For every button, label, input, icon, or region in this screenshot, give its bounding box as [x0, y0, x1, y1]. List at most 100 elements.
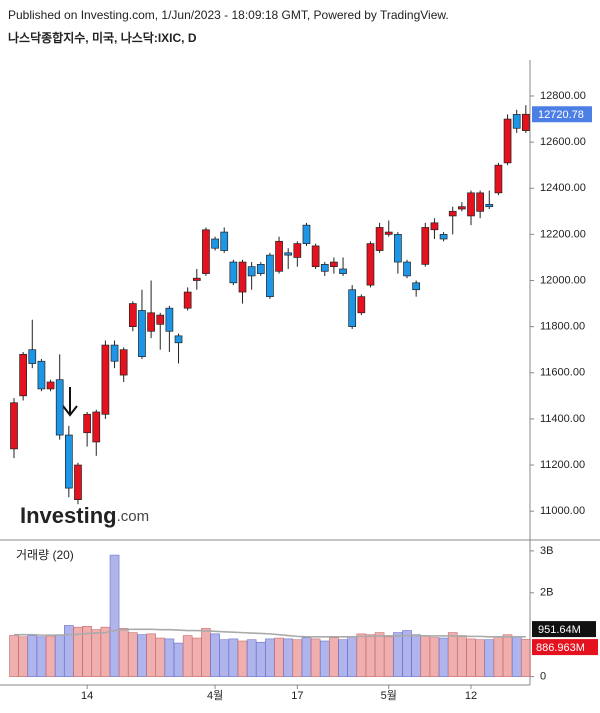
volume-bar	[447, 632, 458, 677]
volume-ma-line	[14, 628, 526, 638]
candle-body	[467, 192, 475, 217]
ma-last-box	[532, 621, 596, 638]
symbol-title: 나스닥종합지수, 미국, 나스닥:IXIC, D	[8, 30, 197, 45]
y-tick-label: 11800.00	[540, 321, 585, 333]
volume-bar	[128, 632, 138, 677]
y-tick-label: 12200.00	[540, 228, 586, 240]
candle-body	[293, 243, 302, 258]
volume-bar	[255, 641, 266, 677]
volume-bar	[246, 639, 257, 677]
volume-bar	[210, 633, 220, 677]
y-tick-label: 12600.00	[540, 136, 586, 148]
candle-body	[439, 234, 448, 240]
candle-body	[247, 266, 256, 277]
candle-body	[485, 204, 494, 208]
candle-body	[311, 245, 320, 268]
watermark: Investing.com	[20, 503, 149, 528]
y-tick-label: 12400.00	[540, 182, 586, 194]
volume-bar	[91, 629, 102, 677]
candle-body	[128, 303, 137, 327]
candle-body	[266, 254, 274, 298]
volume-bar	[502, 634, 513, 677]
volume-bar	[365, 634, 376, 677]
candle-body	[494, 164, 503, 194]
volume-bar	[511, 636, 522, 677]
candle-body	[101, 344, 110, 415]
candle-body	[503, 118, 512, 164]
candle-body	[74, 464, 82, 500]
candle-body	[375, 227, 384, 251]
candle-body	[174, 335, 183, 344]
candles	[10, 105, 530, 505]
x-tick-label: 5월	[381, 689, 397, 702]
candle-body	[448, 210, 457, 217]
volume-bar	[146, 633, 156, 677]
candle-body	[220, 231, 229, 251]
volume-tick-label: 0	[540, 671, 546, 683]
candle-body	[183, 291, 192, 309]
candle-body	[19, 353, 27, 397]
volume-bar	[301, 637, 312, 677]
y-tick-label: 11000.00	[540, 505, 585, 517]
volume-bar	[329, 637, 339, 677]
volume-bar	[383, 636, 394, 677]
volume-bars	[9, 554, 531, 677]
volume-bar	[173, 642, 184, 677]
volume-bar	[347, 636, 357, 677]
last-price-box	[532, 106, 592, 123]
candle-body	[10, 402, 18, 450]
volume-bar	[521, 639, 531, 677]
candle-body	[339, 268, 347, 274]
volume-bar	[319, 640, 330, 677]
y-tick-label: 11200.00	[540, 459, 585, 471]
volume-bar	[192, 637, 202, 677]
candle-body	[238, 261, 247, 293]
candle-body	[348, 289, 357, 327]
volume-bar	[457, 635, 467, 677]
volume-bar	[402, 630, 412, 677]
candle-body	[521, 113, 530, 131]
candle-body	[430, 222, 439, 231]
y-tick-label: 11400.00	[540, 413, 585, 425]
volume-bar	[237, 640, 248, 677]
volume-bar	[356, 633, 367, 677]
volume-bar	[64, 625, 74, 677]
volume-tick-label: 3B	[540, 545, 553, 557]
watermark-brand: Investing.com	[20, 503, 149, 528]
volume-bar	[182, 635, 193, 677]
candle-body	[110, 344, 119, 362]
candle-body	[28, 349, 37, 364]
volume-tick-label: 2B	[540, 587, 553, 599]
y-tick-label: 12800.00	[540, 90, 586, 102]
volume-bar	[393, 632, 403, 677]
candle-body	[119, 349, 128, 376]
candle-body	[512, 114, 521, 129]
x-tick-label: 14	[81, 690, 93, 702]
x-tick-label: 17	[291, 690, 303, 702]
x-tick-label: 4월	[207, 689, 223, 702]
candle-body	[202, 229, 210, 274]
volume-bar	[118, 628, 129, 677]
volume-bar	[292, 639, 303, 677]
candle-body	[458, 206, 466, 210]
candle-body	[357, 296, 366, 314]
y-tick-label: 12000.00	[540, 274, 586, 286]
volume-bar	[137, 634, 147, 677]
last-price-label: 12720.78	[538, 109, 584, 121]
volume-bar	[283, 638, 294, 677]
volume-bar	[164, 638, 175, 677]
candle-body	[192, 277, 201, 281]
x-tick-label: 12	[465, 690, 477, 702]
candle-body	[64, 434, 73, 489]
volume-bar	[429, 637, 440, 677]
volume-bar	[27, 635, 38, 677]
volume-bar	[219, 639, 230, 677]
candle-body	[156, 314, 165, 325]
arrow-annotation	[62, 387, 78, 417]
volume-bar	[109, 554, 120, 677]
candle-body	[37, 360, 46, 390]
volume-last-label: 886.963M	[536, 642, 585, 654]
volume-bar	[274, 637, 284, 677]
volume-bar	[374, 632, 385, 677]
